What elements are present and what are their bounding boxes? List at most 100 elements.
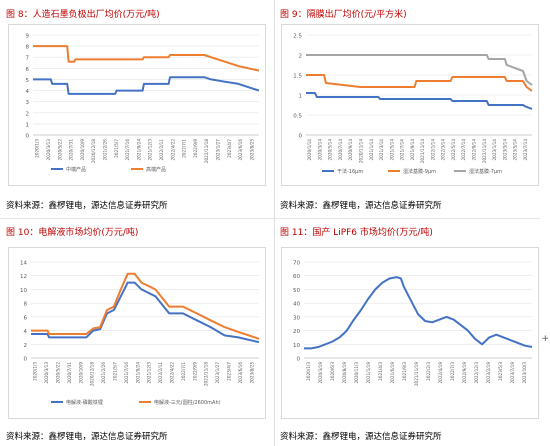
x-tick-label: 2023/7/19 [510,362,515,384]
x-tick-label: 2023/4/7 [227,139,232,158]
legend-label: 湿法基膜-7μm [469,168,502,175]
x-tick-label: 2023/10/3 [522,362,527,384]
series-line [304,276,533,350]
x-tick-label: 2021/11/19 [414,362,419,386]
x-tick-label: 2022/9/9 [193,139,198,158]
x-tick-label: 2020/3/13 [44,362,49,384]
x-tick-label: 2021/9/24 [135,362,140,384]
x-tick-label: 2021/1/14 [369,139,374,161]
source-note: 资料来源：鑫椤锂电，源达信息证券研究所 [6,432,168,442]
x-tick-label: 2022/11/18 [204,139,209,163]
y-tick-label: 0 [26,134,30,140]
chart-frame: 0 1 2 3 4 5 6 7 8 9 2020/1/3 2020/3/13 2020/5/22 2020… [8,24,266,186]
x-tick-label: 2023/1/14 [492,139,497,161]
row-divider [0,218,540,219]
chart-frame: 0 10 20 30 40 50 60 70 2020/1/3 2020/3/19 2020/6/3… [281,247,539,419]
x-tick-label: 2023/7/14 [523,139,528,161]
x-tick-label: 2020/3/14 [317,139,322,161]
y-tick-label: 2 [299,54,303,60]
y-tick-label: 10 [20,288,27,294]
x-tick-label: 2022/4/22 [170,362,175,384]
y-tick-label: 50 [293,288,300,294]
x-tick-label: 2022/11/18 [204,362,209,386]
x-tick-label: 2023/5/3 [498,362,503,381]
x-tick-label: 2021/5/7 [114,139,119,158]
x-tick-label: 2023/8/25 [249,362,254,384]
series-line [306,54,533,86]
x-tick-label: 2021/7/16 [125,139,130,161]
legend-label: 电解液-三元(圆柱/2600mAh) [154,399,221,406]
x-tick-label: 2022/9/9 [192,362,197,381]
x-tick-label: 2020/12/18 [90,362,95,386]
y-tick-label: 0 [299,134,303,140]
line-chart-lipf6: 0 10 20 30 40 50 60 70 2020/1/3 2020/3/19 2020/6/3… [293,261,533,386]
series-line [306,92,533,110]
y-tick-label: 7 [26,56,30,62]
chart-frame: 0 0.5 1 1.5 2 2.5 2020/1/14 2020/3/14 2020/5/14 2… [281,24,539,186]
x-tick-label: 2020/8/19 [342,362,347,384]
x-tick-label: 2022/3/14 [441,139,446,161]
x-tick-label: 2022/2/11 [158,362,163,384]
expand-icon[interactable]: + [541,334,549,344]
y-tick-label: 8 [24,302,28,308]
x-tick-label: 2021/12/3 [148,139,153,161]
x-tick-label: 2020/10/9 [78,362,83,384]
y-tick-label: 3 [26,100,30,106]
x-tick-label: 2022/2/11 [159,139,164,161]
legend-label: 高端产品 [146,166,166,173]
x-tick-label: 2023/1/27 [215,139,220,161]
y-tick-label: 2 [24,343,28,349]
x-tick-label: 2020/5/14 [328,139,333,161]
legend-label: 湿法基膜-9μm [403,168,436,175]
y-tick-label: 1 [26,122,30,128]
y-tick-label: 1 [299,94,303,100]
x-tick-label: 2020/3/19 [318,362,323,384]
chart-frame: 0 2 4 6 8 10 12 14 2020/1/3 2020/3/13 2020/5/22 202… [8,247,266,419]
y-tick-label: 4 [24,329,28,335]
chart-title: 图 10：电解液市场均价(万元/吨) [6,228,139,238]
x-tick-label: 2021/9/24 [136,139,141,161]
x-tick-label: 2020/1/3 [33,362,38,381]
x-tick-label: 2023/2/19 [486,362,491,384]
x-tick-label: 2020/1/3 [35,139,40,158]
source-note: 资料来源：鑫椤锂电，源达信息证券研究所 [6,201,168,211]
x-tick-label: 2022/1/14 [430,139,435,161]
y-tick-label: 20 [293,329,300,335]
x-tick-label: 2022/5/14 [451,139,456,161]
legend-label: 干法-16μm [337,168,363,175]
x-tick-label: 2020/10/9 [80,139,85,161]
x-tick-label: 2022/11/14 [482,139,487,163]
y-tick-label: 0 [297,357,301,363]
y-tick-label: 2.5 [293,34,302,40]
x-tick-label: 2020/11/14 [359,139,364,163]
x-tick-label: 2023/1/27 [215,362,220,384]
series-line [306,74,533,92]
legend-label: 电解液-磷酸铁锂 [66,399,103,406]
x-tick-label: 2022/7/1 [182,139,187,158]
y-tick-label: 6 [24,315,28,321]
y-tick-label: 0.5 [293,114,302,120]
x-tick-label: 2021/2/26 [102,139,107,161]
y-tick-label: 1.5 [293,74,302,80]
x-tick-label: 2021/5/7 [113,362,118,381]
y-tick-label: 40 [293,302,300,308]
x-tick-label: 2023/4/7 [227,362,232,381]
legend-label: 中端产品 [66,166,86,173]
y-tick-label: 8 [26,45,30,51]
x-tick-label: 2021/5/14 [389,139,394,161]
y-tick-label: 9 [26,34,30,40]
x-tick-label: 2021/9/3 [402,362,407,381]
x-tick-label: 2021/2/26 [101,362,106,384]
chart-title: 图 11：国产 LiPF6 市场均价(万元/吨) [280,228,433,238]
x-tick-label: 2020/7/31 [69,139,74,161]
y-tick-label: 0 [24,357,28,363]
line-chart-separator: 0 0.5 1 1.5 2 2.5 2020/1/14 2020/3/14 2020/5/14 2… [293,34,533,175]
chart-title: 图 8：人造石墨负极出厂均价(万元/吨) [6,10,160,20]
x-tick-label: 2020/9/14 [348,139,353,161]
x-tick-label: 2022/9/19 [462,362,467,384]
series-line [33,45,260,72]
x-tick-label: 2020/5/22 [56,362,61,384]
x-tick-label: 2021/12/3 [147,362,152,384]
x-tick-label: 2022/4/19 [438,362,443,384]
x-tick-label: 2020/6/3 [330,362,335,381]
